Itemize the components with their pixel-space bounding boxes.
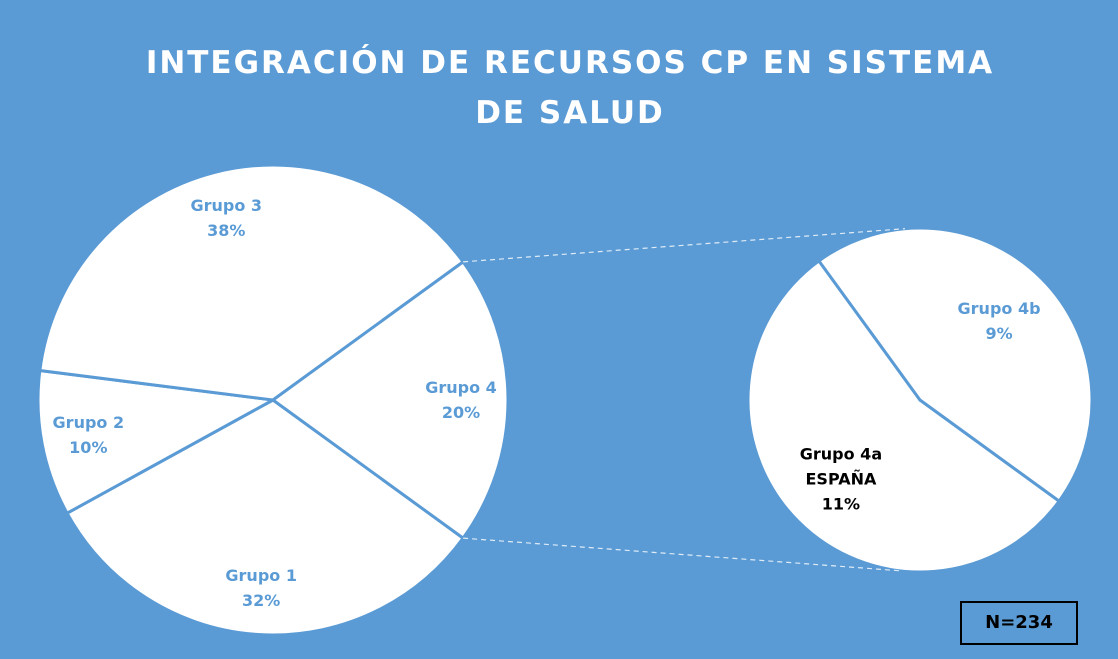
category-label: Grupo 4a ESPAÑA bbox=[799, 444, 883, 489]
value-label: 11% bbox=[821, 494, 861, 514]
pie-slice bbox=[270, 259, 510, 541]
value-label: 20% bbox=[441, 403, 481, 422]
slice-label: Grupo 1 32% bbox=[213, 563, 309, 613]
connector-line bbox=[463, 537, 900, 572]
category-label: Grupo 4 bbox=[425, 378, 497, 397]
value-label: 32% bbox=[242, 590, 281, 610]
slice-label: Grupo 4b 9% bbox=[951, 296, 1047, 346]
annotation: N=234 bbox=[960, 601, 1078, 645]
slice-label: Grupo 3 38% bbox=[178, 193, 274, 243]
category-label: Grupo 1 bbox=[225, 565, 297, 585]
value-label: 10% bbox=[69, 438, 108, 458]
connector-line bbox=[463, 228, 906, 263]
pie-slice bbox=[36, 368, 278, 516]
slice-label: Grupo 4a ESPAÑA 11% bbox=[793, 442, 889, 517]
pie-slice bbox=[816, 226, 1094, 504]
chart-title: INTEGRACIÓN DE RECURSOS CP EN SISTEMA DE… bbox=[145, 45, 995, 131]
category-label: Grupo 3 bbox=[190, 195, 263, 215]
slice-label: Grupo 4 20% bbox=[413, 375, 509, 425]
pie-slice bbox=[38, 163, 466, 402]
value-label: 9% bbox=[985, 323, 1013, 343]
category-label: Grupo 4b bbox=[957, 298, 1041, 318]
value-label: 38% bbox=[207, 220, 246, 240]
category-label: Grupo 2 bbox=[52, 413, 125, 433]
pie-slice bbox=[65, 398, 466, 637]
pie-slice bbox=[746, 258, 1062, 574]
slice-label: Grupo 2 10% bbox=[40, 410, 136, 460]
